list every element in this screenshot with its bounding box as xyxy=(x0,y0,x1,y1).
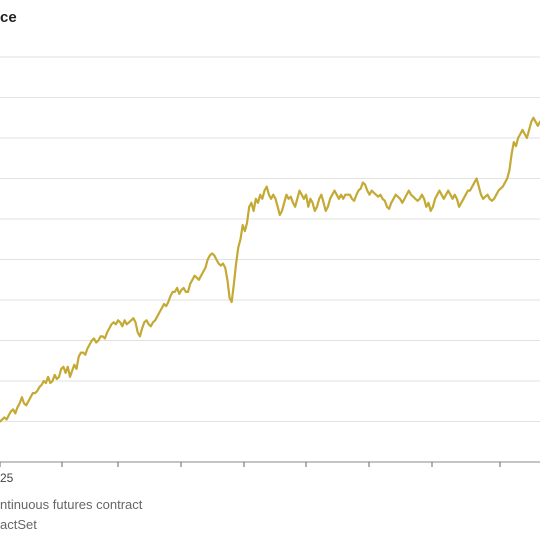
chart-title: ce xyxy=(0,9,17,26)
x-axis-ticks xyxy=(0,462,501,467)
gridlines xyxy=(0,56,540,422)
x-tick-label: 25 xyxy=(0,471,14,485)
footnote: ntinuous futures contract xyxy=(0,497,143,512)
price-line xyxy=(0,116,540,423)
line-chart: 25 xyxy=(0,56,540,485)
source-note: actSet xyxy=(0,517,37,532)
